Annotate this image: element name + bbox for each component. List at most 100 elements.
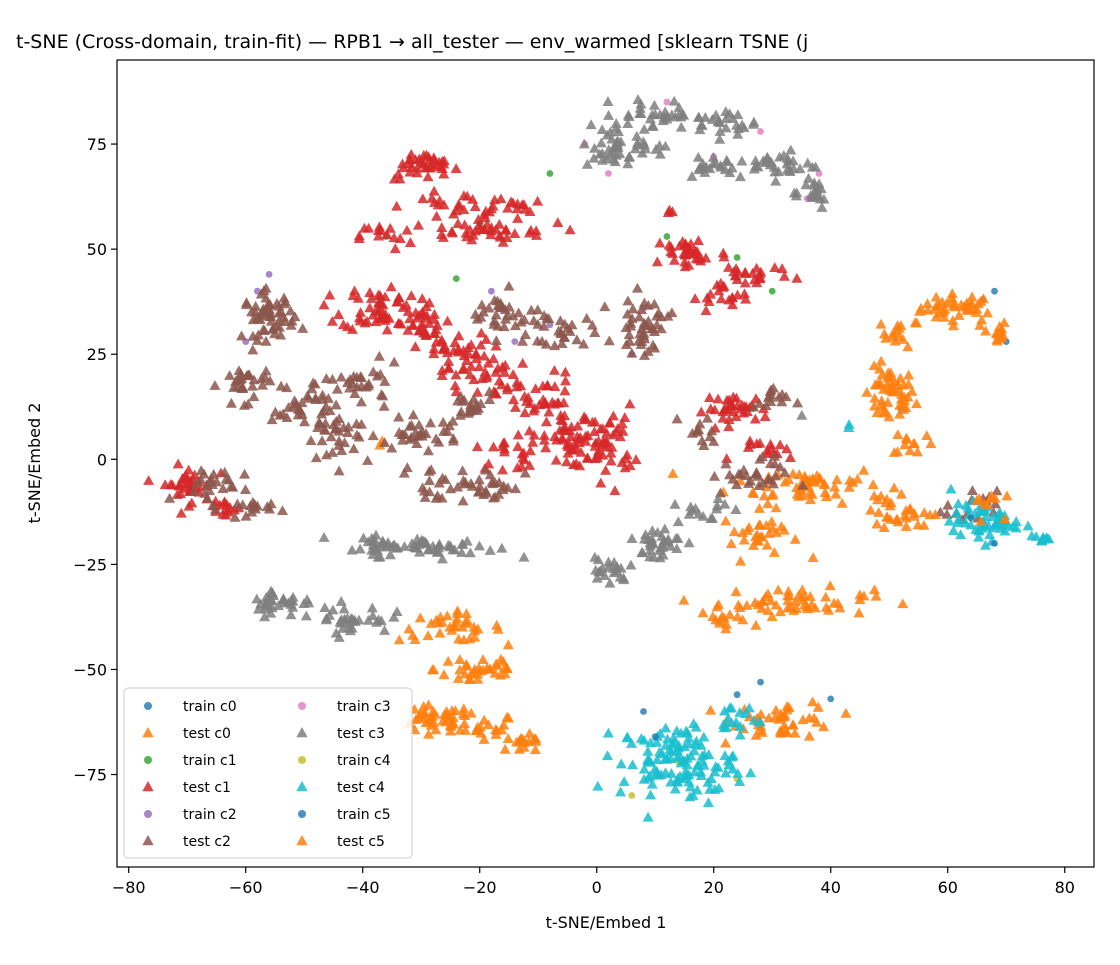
point-test-c4 [960,499,972,510]
point-test-c2 [589,327,601,337]
point-test-c1 [784,452,796,462]
point-test-c0 [477,654,489,665]
point-test-c3 [604,149,616,160]
point-test-c1 [353,233,365,244]
point-test-c4 [952,517,964,527]
point-test-c1 [723,294,735,305]
point-test-c1 [538,429,550,440]
point-test-c0 [491,619,503,630]
point-test-c0 [879,406,891,416]
point-test-c1 [723,394,735,405]
point-test-c3 [626,533,638,543]
point-test-c4 [696,755,708,766]
point-test-c1 [431,210,443,221]
point-test-c0 [748,488,760,498]
point-test-c0 [763,712,775,723]
point-test-c2 [484,394,496,404]
point-test-c2 [417,482,429,493]
point-test-c2 [475,398,487,409]
point-test-c2 [425,417,437,428]
point-test-c0 [414,708,426,719]
point-test-c2 [320,400,332,411]
point-test-c1 [511,462,523,473]
point-test-c2 [232,374,244,385]
point-test-c5 [1001,490,1013,501]
point-test-c1 [333,309,345,320]
point-test-c3 [581,158,593,169]
point-test-c2 [419,492,431,502]
point-test-c1 [475,327,487,338]
point-test-c3 [379,625,391,635]
point-test-c0 [830,488,842,499]
point-test-c3 [327,604,339,615]
point-test-c3 [330,627,342,638]
point-test-c1 [453,198,465,209]
point-test-c1 [472,213,484,224]
point-test-c0 [720,737,732,748]
point-test-c4 [843,418,855,429]
point-test-c3 [638,123,650,134]
point-test-c1 [704,288,717,299]
point-test-c2 [966,485,978,495]
point-test-c4 [745,767,757,778]
point-test-c2 [706,425,718,436]
point-test-c0 [528,732,540,743]
point-test-c2 [636,304,648,315]
point-test-c0 [789,727,801,738]
point-test-c4 [659,753,671,764]
point-test-c1 [705,403,717,414]
point-test-c0 [991,334,1003,344]
point-test-c1 [223,506,235,517]
point-test-c3 [585,119,597,130]
legend-label: train c3 [337,699,391,715]
legend-label: test c5 [337,834,385,850]
point-test-c2 [471,405,483,416]
point-test-c1 [403,154,415,165]
point-test-c3 [652,526,664,537]
point-test-c3 [456,547,468,557]
point-test-c0 [460,608,472,618]
point-test-c2 [497,302,509,313]
point-test-c1 [616,418,628,429]
point-test-c3 [606,133,618,144]
point-test-c2 [477,306,489,317]
point-test-c2 [490,309,502,320]
point-test-c2 [627,303,639,314]
point-test-c0 [892,446,904,457]
point-test-c4 [675,757,687,768]
point-test-c0 [980,325,992,336]
point-test-c0 [758,490,770,501]
point-test-c2 [516,335,528,346]
point-test-c2 [333,465,345,476]
point-test-c1 [654,237,666,248]
point-test-c2 [307,377,319,388]
point-test-c0 [772,584,784,595]
point-test-c3 [398,541,410,551]
point-test-c3 [604,577,616,588]
point-test-c2 [241,297,253,308]
point-test-c4 [679,741,691,752]
point-test-c1 [494,231,506,242]
point-test-c0 [756,596,768,607]
point-test-c0 [738,534,750,545]
point-test-c2 [256,310,268,321]
point-test-c0 [449,705,461,716]
point-test-c2 [513,307,525,318]
point-test-c3 [714,133,726,144]
point-test-c0 [799,599,811,610]
point-test-c2 [487,492,499,503]
point-test-c0 [807,696,819,707]
point-test-c1 [663,204,675,215]
point-test-c2 [246,380,258,391]
legend-item: train c0 [144,699,237,715]
point-test-c3 [644,537,656,548]
point-test-c0 [749,596,761,607]
point-test-c1 [372,289,384,300]
point-test-c1 [543,406,555,417]
point-test-c2 [708,470,720,481]
point-test-c1 [429,328,441,338]
point-test-c3 [659,523,671,534]
point-test-c2 [636,323,648,334]
point-test-c0 [762,588,774,599]
